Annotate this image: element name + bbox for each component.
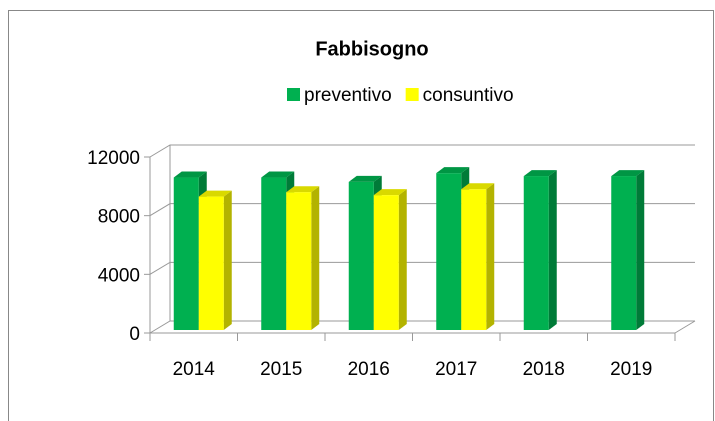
- bar: [261, 177, 287, 330]
- bar: [611, 176, 637, 330]
- bar-top: [523, 170, 557, 177]
- grid-line: [149, 144, 695, 158]
- bar-top: [611, 170, 645, 177]
- x-tick-label: 2014: [173, 359, 216, 380]
- y-tick-label: 8000: [98, 207, 140, 228]
- legend-label: consuntivo: [423, 85, 514, 106]
- grid-line: [149, 320, 695, 334]
- bar-top: [373, 189, 407, 196]
- bar: [286, 192, 312, 330]
- bar: [198, 196, 224, 330]
- bar: [523, 176, 549, 330]
- legend-label: preventivo: [304, 85, 392, 106]
- bar-top: [436, 167, 470, 174]
- bar-top: [286, 186, 320, 193]
- bar: [461, 189, 487, 330]
- x-tick-label: 2018: [523, 359, 565, 380]
- x-tick-label: 2016: [348, 359, 390, 380]
- bar-side: [636, 170, 645, 330]
- bar-side: [398, 189, 407, 330]
- y-tick-label: 0: [129, 324, 140, 345]
- bar-side: [311, 186, 320, 330]
- y-tick-label: 12000: [87, 148, 140, 169]
- x-tick-label: 2019: [610, 359, 652, 380]
- bar-side: [223, 190, 232, 330]
- grid-line: [149, 261, 695, 275]
- chart-title: Fabbisogno: [315, 38, 428, 60]
- bar: [436, 173, 462, 330]
- legend-swatch: [405, 88, 419, 101]
- bar-top: [261, 171, 295, 178]
- bar-top: [198, 190, 232, 197]
- bar-top: [348, 175, 382, 182]
- bar: [173, 177, 199, 330]
- axis-floor: [674, 320, 696, 334]
- bar: [373, 195, 399, 330]
- y-tick-label: 4000: [98, 265, 140, 286]
- legend-swatch: [287, 88, 300, 101]
- x-tick-label: 2017: [435, 359, 477, 380]
- bar-top: [173, 171, 207, 178]
- bar-top: [461, 183, 495, 190]
- bar: [348, 181, 374, 330]
- x-tick-label: 2015: [260, 359, 302, 380]
- bar-side: [548, 170, 557, 330]
- bar-side: [486, 183, 495, 330]
- grid-line: [149, 203, 695, 217]
